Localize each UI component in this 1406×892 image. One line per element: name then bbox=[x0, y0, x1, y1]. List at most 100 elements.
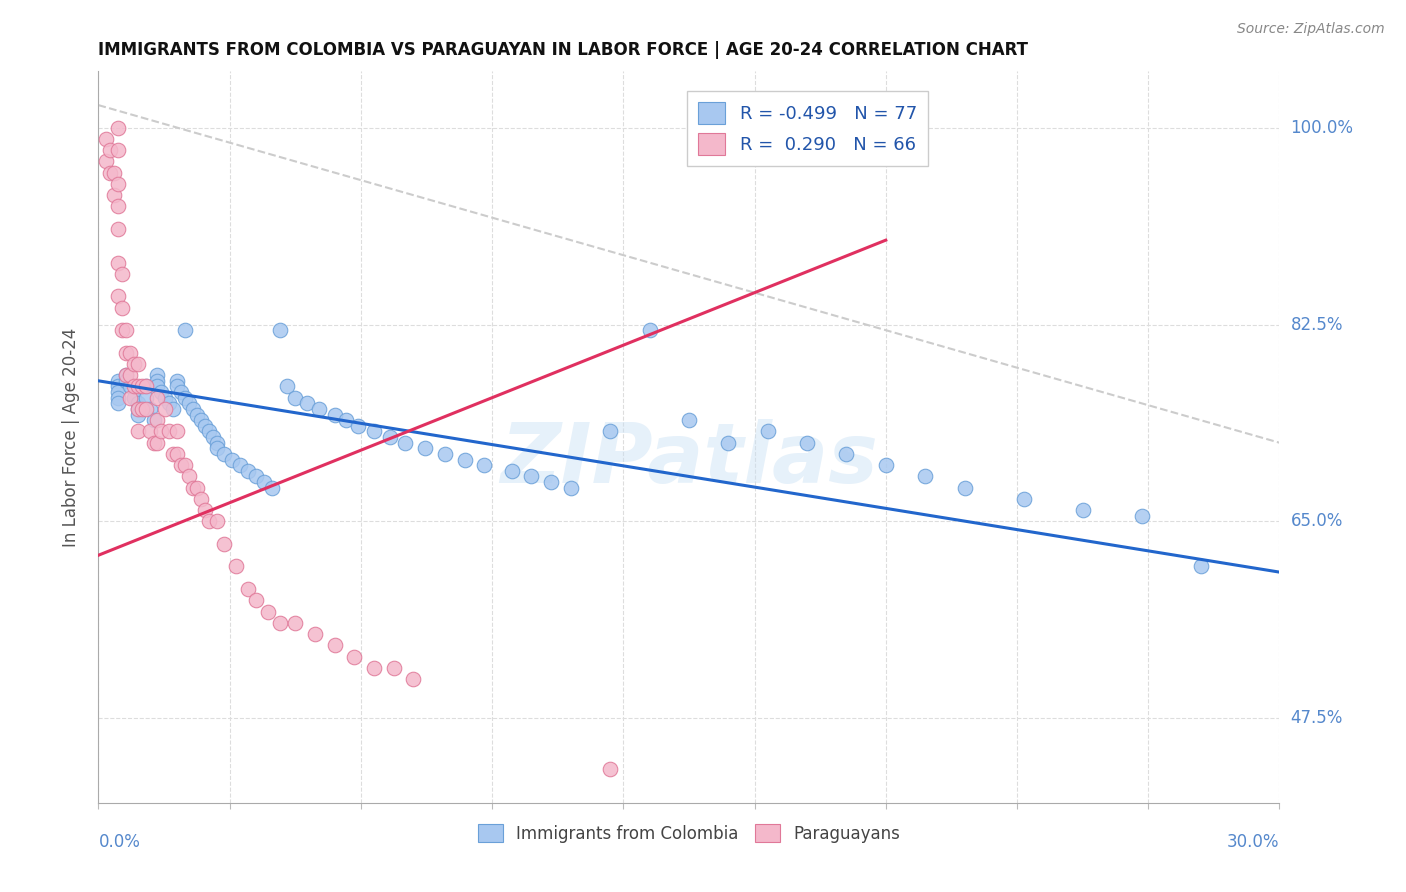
Point bbox=[177, 396, 200, 410]
Point bbox=[98, 143, 121, 157]
Text: Source: ZipAtlas.com: Source: ZipAtlas.com bbox=[1237, 22, 1385, 37]
Y-axis label: In Labor Force | Age 20-24: In Labor Force | Age 20-24 bbox=[62, 327, 80, 547]
Point bbox=[197, 425, 219, 439]
Point bbox=[363, 661, 385, 675]
Point bbox=[1130, 508, 1153, 523]
Point bbox=[107, 396, 129, 410]
Point bbox=[155, 391, 177, 405]
Point bbox=[520, 469, 543, 483]
Point bbox=[835, 447, 858, 461]
Point bbox=[127, 408, 149, 422]
Point bbox=[96, 154, 118, 169]
Point bbox=[138, 425, 160, 439]
Point bbox=[122, 379, 145, 393]
Point bbox=[146, 374, 169, 388]
Legend: Immigrants from Colombia, Paraguayans: Immigrants from Colombia, Paraguayans bbox=[471, 818, 907, 849]
Point bbox=[284, 615, 307, 630]
Point bbox=[170, 458, 193, 473]
Point bbox=[107, 222, 129, 236]
Point bbox=[205, 515, 228, 529]
Point bbox=[127, 401, 149, 416]
Point bbox=[540, 475, 562, 489]
Point bbox=[111, 301, 134, 315]
Point bbox=[162, 401, 184, 416]
Point bbox=[107, 289, 129, 303]
Point bbox=[269, 323, 291, 337]
Point bbox=[875, 458, 897, 473]
Point bbox=[174, 391, 197, 405]
Point bbox=[146, 391, 169, 405]
Point bbox=[127, 396, 149, 410]
Point bbox=[382, 661, 405, 675]
Point bbox=[127, 401, 149, 416]
Point bbox=[162, 447, 184, 461]
Point bbox=[186, 408, 208, 422]
Point bbox=[122, 357, 145, 371]
Point bbox=[107, 199, 129, 213]
Text: 82.5%: 82.5% bbox=[1291, 316, 1343, 334]
Point bbox=[186, 481, 208, 495]
Point bbox=[253, 475, 276, 489]
Point bbox=[229, 458, 252, 473]
Point bbox=[472, 458, 495, 473]
Point bbox=[221, 452, 243, 467]
Point bbox=[122, 391, 145, 405]
Point bbox=[260, 481, 283, 495]
Point bbox=[146, 413, 169, 427]
Point bbox=[131, 401, 153, 416]
Point bbox=[107, 391, 129, 405]
Point bbox=[214, 447, 236, 461]
Point bbox=[142, 435, 165, 450]
Point bbox=[304, 627, 326, 641]
Point bbox=[308, 401, 330, 416]
Point bbox=[166, 447, 188, 461]
Point bbox=[343, 649, 366, 664]
Point bbox=[107, 255, 129, 269]
Point bbox=[107, 385, 129, 400]
Point bbox=[181, 401, 204, 416]
Point bbox=[914, 469, 936, 483]
Point bbox=[166, 425, 188, 439]
Point bbox=[96, 132, 118, 146]
Point bbox=[135, 391, 157, 405]
Point bbox=[197, 515, 219, 529]
Point bbox=[717, 435, 740, 450]
Point bbox=[127, 357, 149, 371]
Point bbox=[174, 458, 197, 473]
Text: 65.0%: 65.0% bbox=[1291, 513, 1343, 531]
Point bbox=[236, 464, 259, 478]
Point bbox=[599, 762, 621, 776]
Point bbox=[323, 408, 346, 422]
Point bbox=[127, 379, 149, 393]
Text: 0.0%: 0.0% bbox=[98, 833, 141, 851]
Point bbox=[236, 582, 259, 596]
Point bbox=[138, 401, 160, 416]
Point bbox=[225, 559, 247, 574]
Point bbox=[166, 379, 188, 393]
Point bbox=[115, 374, 138, 388]
Point bbox=[190, 491, 212, 506]
Point bbox=[157, 425, 180, 439]
Point bbox=[135, 401, 157, 416]
Point bbox=[118, 379, 141, 393]
Point bbox=[323, 638, 346, 652]
Point bbox=[756, 425, 779, 439]
Point bbox=[347, 418, 370, 433]
Point bbox=[378, 430, 401, 444]
Text: IMMIGRANTS FROM COLOMBIA VS PARAGUAYAN IN LABOR FORCE | AGE 20-24 CORRELATION CH: IMMIGRANTS FROM COLOMBIA VS PARAGUAYAN I… bbox=[98, 41, 1028, 59]
Point bbox=[150, 425, 173, 439]
Point bbox=[115, 368, 138, 383]
Point bbox=[560, 481, 582, 495]
Point bbox=[127, 425, 149, 439]
Point bbox=[1012, 491, 1035, 506]
Point bbox=[295, 396, 318, 410]
Point bbox=[118, 345, 141, 359]
Point bbox=[107, 379, 129, 393]
Point bbox=[256, 605, 278, 619]
Point bbox=[150, 385, 173, 400]
Point bbox=[155, 401, 177, 416]
Point bbox=[433, 447, 456, 461]
Point bbox=[1071, 503, 1094, 517]
Point bbox=[131, 379, 153, 393]
Point bbox=[115, 345, 138, 359]
